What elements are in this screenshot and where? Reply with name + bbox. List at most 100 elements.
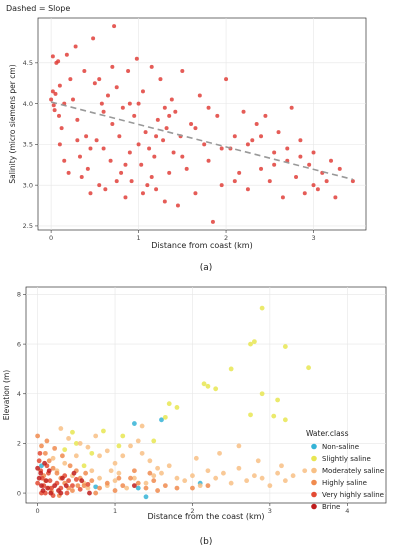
data-point (219, 183, 224, 188)
data-point (215, 113, 220, 118)
data-point (116, 475, 122, 481)
data-point (97, 485, 102, 491)
data-point (161, 138, 166, 143)
data-point (110, 64, 115, 69)
data-point (51, 103, 56, 108)
y-tick-label: 6 (17, 340, 21, 348)
data-point (92, 81, 97, 86)
data-point (290, 473, 296, 479)
data-point (93, 433, 99, 439)
panel-a-ylabel: Salinity (micro siemens per cm) (8, 64, 17, 183)
data-point (143, 130, 148, 135)
data-point (236, 465, 242, 471)
data-point (180, 69, 185, 73)
y-tick-label: 4 (17, 390, 21, 398)
data-point (131, 421, 137, 426)
x-tick-label: 2 (224, 234, 228, 242)
data-point (66, 170, 71, 175)
data-point (131, 483, 137, 489)
panel-a-grid (38, 18, 366, 230)
data-point (298, 154, 303, 159)
data-point (237, 170, 242, 175)
data-point (58, 426, 64, 431)
data-point (329, 158, 334, 163)
data-point (267, 483, 273, 489)
data-point (271, 413, 277, 419)
data-point (89, 468, 95, 474)
data-point (119, 170, 124, 175)
data-point (159, 470, 164, 476)
legend-entry: Non-saline (322, 443, 359, 451)
data-point (97, 475, 102, 481)
data-point (46, 468, 52, 474)
legend-entry: Very highly saline (322, 491, 384, 499)
data-point (289, 105, 294, 110)
data-point (73, 453, 79, 459)
data-point (275, 470, 281, 476)
data-point (70, 429, 75, 435)
data-point (79, 478, 85, 484)
panel-a-title: Dashed = Slope (6, 4, 70, 13)
data-point (250, 138, 255, 143)
legend-swatch (311, 455, 317, 462)
data-point (149, 64, 154, 69)
data-point (140, 89, 145, 94)
data-point (139, 162, 144, 167)
panel-a-caption: (a) (200, 263, 213, 273)
data-point (337, 166, 342, 171)
data-point (39, 483, 44, 489)
data-point (174, 475, 180, 481)
data-point (44, 438, 50, 444)
data-point (112, 478, 118, 484)
data-point (39, 443, 44, 449)
data-point (112, 488, 118, 493)
data-point (66, 436, 71, 441)
legend-swatch (311, 467, 317, 474)
data-point (64, 490, 70, 496)
data-point (145, 183, 150, 188)
data-point (62, 460, 68, 466)
data-point (182, 478, 188, 484)
data-point (85, 444, 91, 450)
data-point (67, 463, 73, 469)
data-point (104, 480, 110, 486)
data-point (302, 191, 307, 196)
data-point (151, 438, 157, 444)
data-point (77, 441, 83, 446)
panel-b-xlabel: Distance from the coast (km) (147, 512, 264, 521)
data-point (174, 405, 180, 410)
data-point (128, 443, 133, 449)
data-point (70, 483, 75, 489)
data-point (147, 458, 153, 464)
data-point (169, 97, 174, 102)
panel-b-points (35, 305, 311, 500)
data-point (82, 69, 87, 73)
data-point (68, 77, 73, 82)
data-point (104, 448, 110, 454)
data-point (201, 381, 207, 387)
data-point (147, 146, 152, 151)
data-point (166, 463, 172, 469)
data-point (205, 383, 211, 389)
data-point (143, 480, 149, 486)
data-point (81, 463, 87, 469)
data-point (255, 458, 261, 464)
data-point (43, 478, 49, 484)
data-point (232, 179, 237, 184)
data-point (62, 447, 68, 453)
data-point (285, 146, 290, 151)
data-point (302, 468, 308, 474)
data-point (149, 175, 154, 179)
data-point (162, 414, 168, 420)
data-point (62, 158, 67, 163)
legend-swatch (311, 503, 317, 510)
data-point (120, 433, 126, 439)
data-point (282, 478, 288, 484)
data-point (93, 490, 99, 496)
data-point (241, 109, 246, 114)
data-point (126, 69, 131, 73)
y-tick-label: 4.5 (23, 59, 33, 67)
data-point (131, 468, 137, 474)
data-point (197, 483, 203, 489)
